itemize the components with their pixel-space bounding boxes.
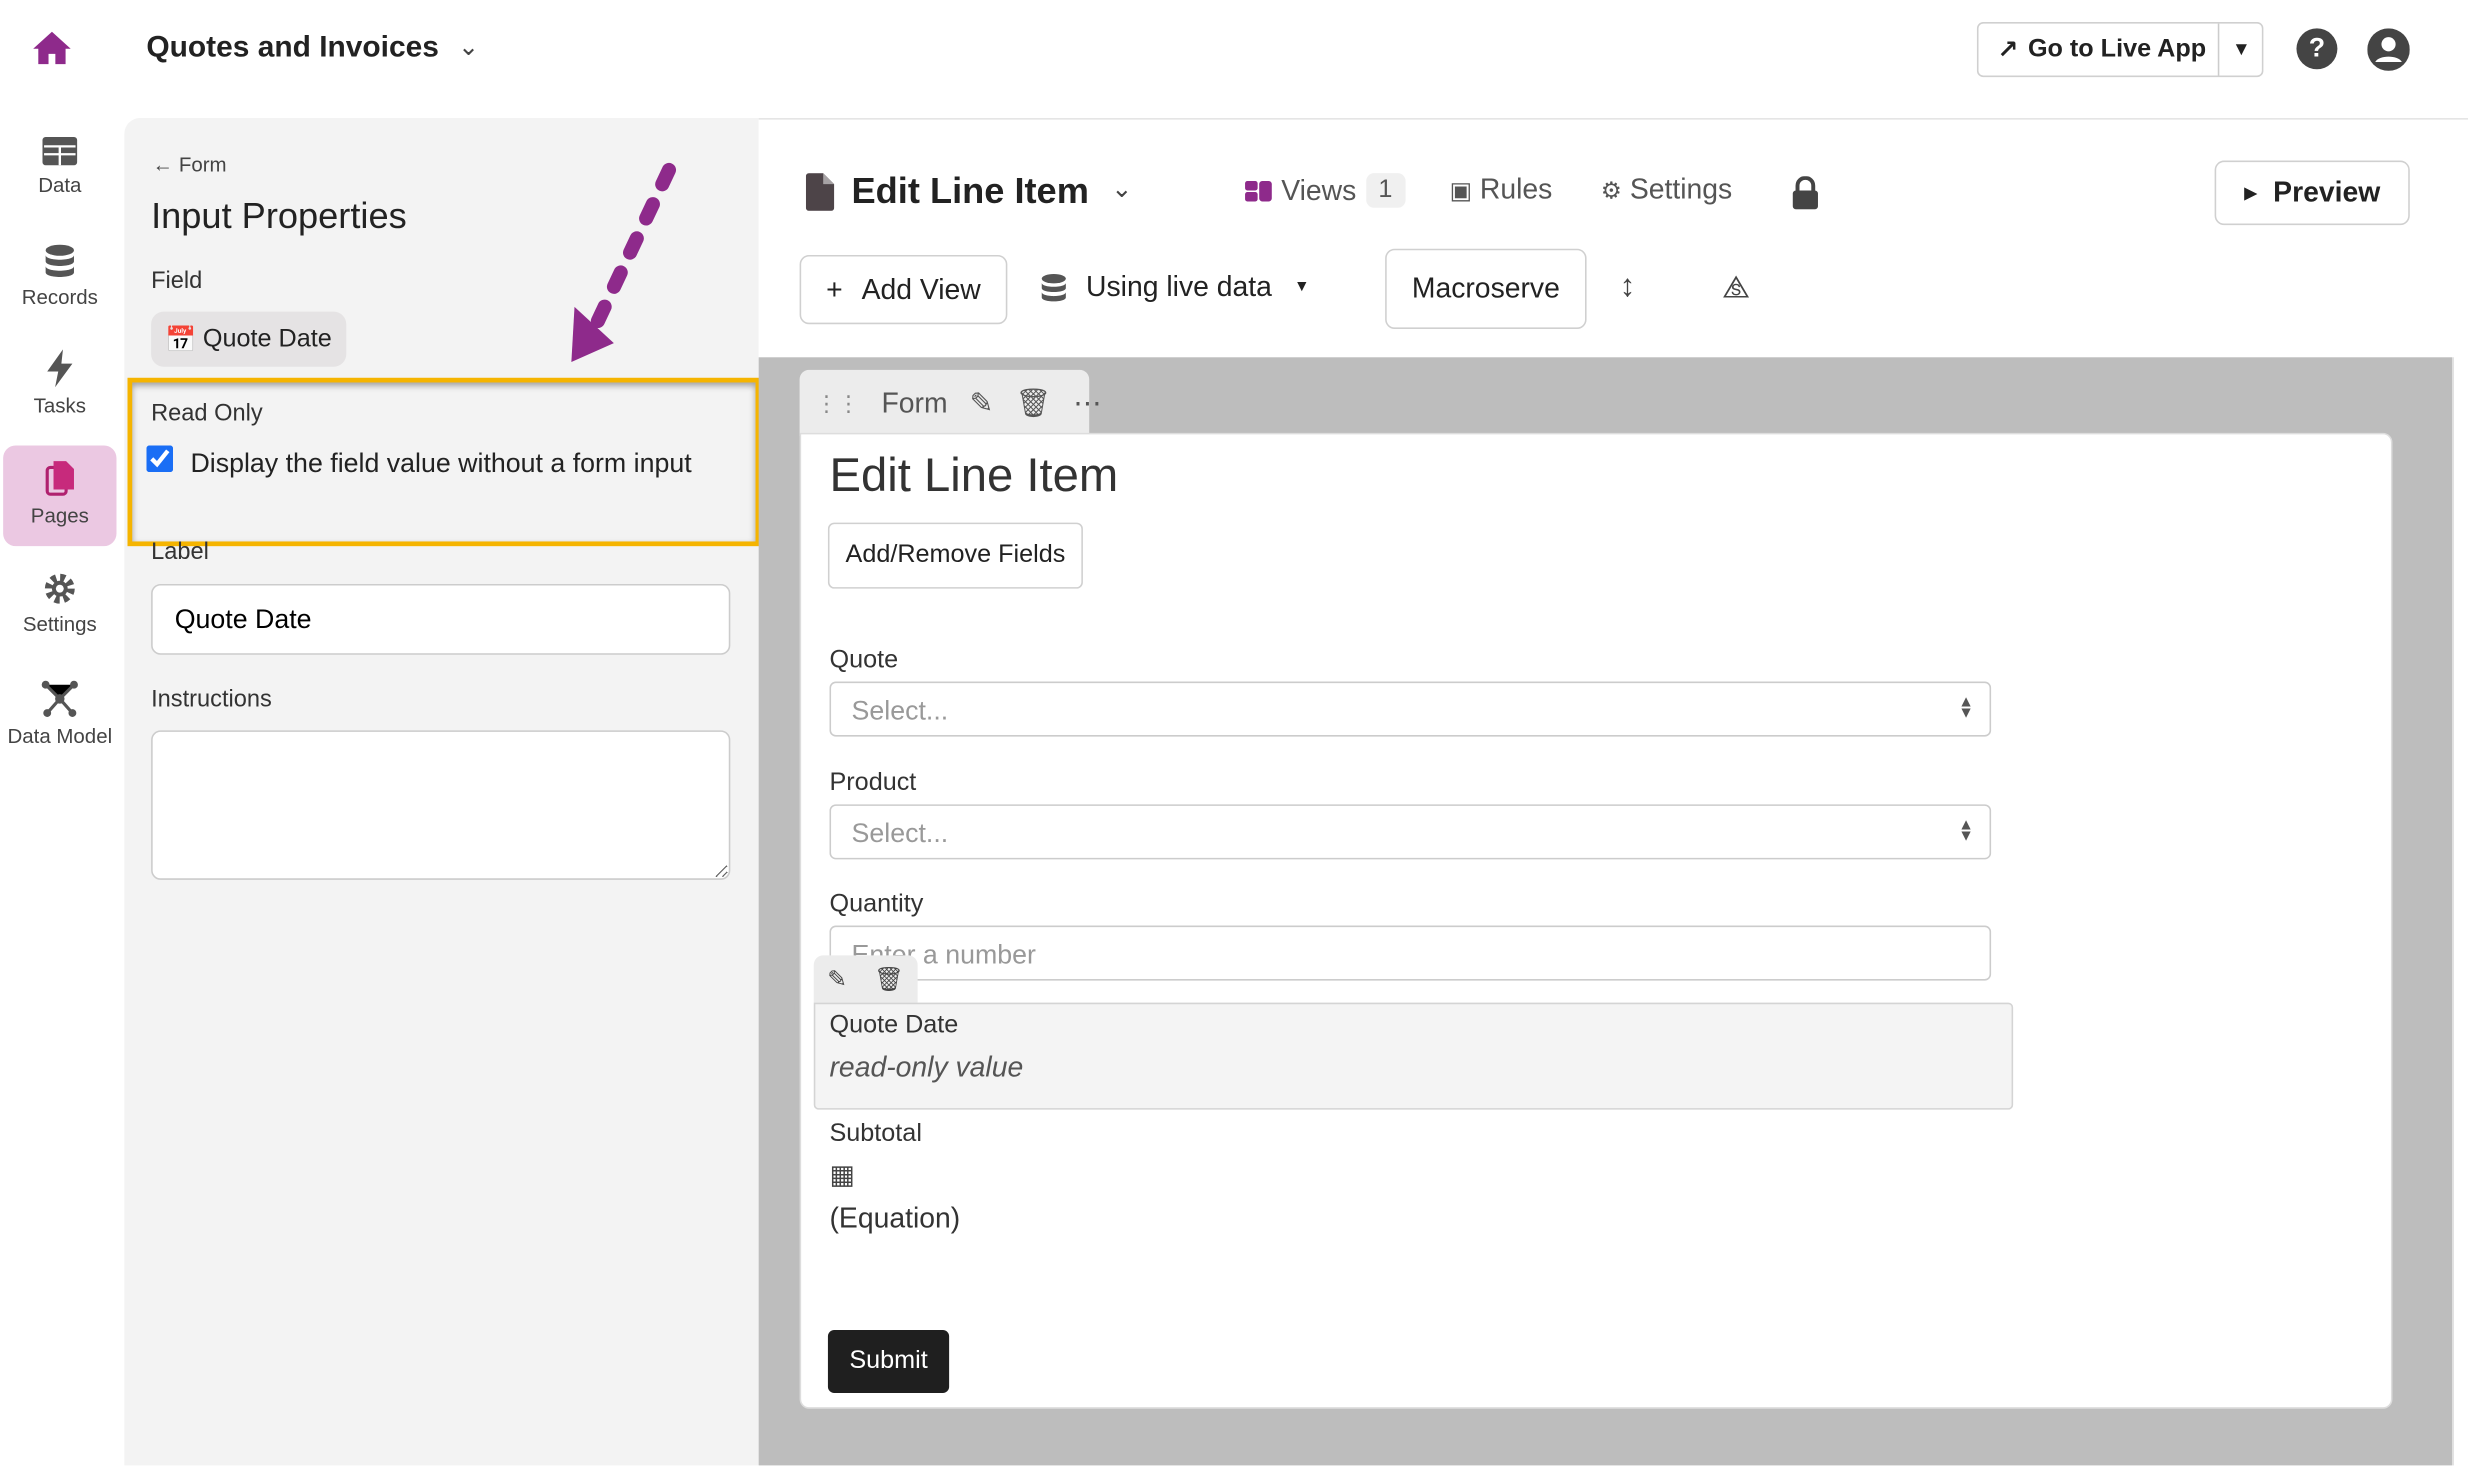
sidebar-item-pages[interactable]: Pages <box>3 445 117 547</box>
instructions-label: Instructions <box>151 686 272 714</box>
plus-icon: + <box>826 273 843 305</box>
calculator-icon: ▦ <box>829 1160 855 1190</box>
form-title: Edit Line Item <box>829 450 1119 503</box>
tag-slash-icon[interactable]: ⧌ <box>1721 270 1751 306</box>
caret-down-icon[interactable]: ▼ <box>2217 23 2264 76</box>
pencil-icon[interactable]: ✎ <box>827 966 848 994</box>
views-icon <box>1245 181 1272 202</box>
drag-handle-icon[interactable]: ⋮⋮ <box>815 389 860 415</box>
quote-date-label: Quote Date <box>829 1012 959 1039</box>
sidebar-item-data-model[interactable]: Data Model <box>3 680 116 748</box>
gear-icon: ⚙ <box>1600 177 1622 205</box>
page-chevron-down-icon[interactable]: ⌄ <box>1111 176 1133 204</box>
label-field-label: Label <box>151 538 209 566</box>
label-input[interactable] <box>151 583 731 655</box>
preview-button[interactable]: ▶ Preview <box>2214 160 2410 226</box>
form-view-tab[interactable]: ⋮⋮ Form ✎ 🗑 ⋯ <box>799 369 1102 436</box>
sort-arrows-icon: ▲ ▼ <box>1958 816 1974 846</box>
quote-select[interactable]: Select... ▲ ▼ <box>829 681 1992 737</box>
add-view-button[interactable]: + Add View <box>799 254 1008 325</box>
external-link-icon: ↗ <box>1997 36 2019 64</box>
sidebar-item-data[interactable]: Data <box>3 135 116 197</box>
gear-icon <box>44 573 75 604</box>
settings-tab[interactable]: ⚙ Settings <box>1600 173 1733 205</box>
rules-tab[interactable]: ▣ Rules <box>1449 173 1553 205</box>
quote-date-field[interactable] <box>813 1002 2014 1110</box>
submit-button[interactable]: Submit <box>827 1330 950 1393</box>
scrollbar[interactable] <box>2452 357 2468 1466</box>
views-tab[interactable]: Views 1 <box>1245 173 1405 208</box>
page-icon <box>805 173 835 211</box>
calendar-clock-icon: 📅 <box>165 326 197 354</box>
play-icon: ▶ <box>2244 184 2258 204</box>
chevron-down-icon[interactable]: ⌄ <box>458 34 480 62</box>
views-count-badge: 1 <box>1365 173 1405 208</box>
read-only-checkbox[interactable] <box>146 445 174 473</box>
annotation-arrow <box>571 162 677 363</box>
vertical-spacing-icon[interactable]: ↕ <box>1619 269 1636 304</box>
quote-date-value: read-only value <box>829 1051 1024 1083</box>
sidebar-item-tasks[interactable]: Tasks <box>3 349 116 417</box>
data-source-dropdown[interactable]: Using live data ▼ <box>1040 271 1310 304</box>
read-only-checkbox-label[interactable]: Display the field value without a form i… <box>190 448 692 479</box>
sidebar-item-settings[interactable]: Settings <box>3 571 116 636</box>
database-icon <box>45 244 74 278</box>
field-actions: ✎ 🗑 <box>813 955 918 1003</box>
home-icon[interactable] <box>31 28 72 69</box>
trash-icon[interactable]: 🗑 <box>1015 386 1052 418</box>
read-only-highlight <box>127 377 761 547</box>
pages-icon <box>45 461 74 496</box>
instructions-textarea[interactable] <box>151 730 731 880</box>
panel-title: Input Properties <box>151 195 407 237</box>
more-icon[interactable]: ⋯ <box>1073 386 1102 418</box>
trash-icon[interactable]: 🗑 <box>874 966 905 994</box>
theme-button[interactable]: Macroserve <box>1385 248 1587 329</box>
quantity-input[interactable]: Enter a number <box>829 925 1992 981</box>
quantity-label: Quantity <box>829 890 924 918</box>
go-to-live-app-button[interactable]: ↗ Go to Live App ▼ <box>1976 22 2264 78</box>
app-title[interactable]: Quotes and Invoices <box>146 31 439 65</box>
sidebar-item-records[interactable]: Records <box>3 244 116 309</box>
subtotal-label: Subtotal <box>829 1120 922 1148</box>
sort-arrows-icon: ▲ ▼ <box>1958 694 1974 723</box>
pencil-icon[interactable]: ✎ <box>969 386 994 418</box>
product-label: Product <box>829 769 917 797</box>
product-select[interactable]: Select... ▲ ▼ <box>829 804 1992 860</box>
form-view <box>799 432 2393 1409</box>
caret-down-icon: ▼ <box>1293 278 1310 296</box>
database-icon <box>1041 273 1066 301</box>
subtotal-value: (Equation) <box>829 1202 961 1235</box>
data-model-icon <box>41 680 78 717</box>
lightning-icon <box>47 349 73 388</box>
help-icon[interactable]: ? <box>2296 28 2338 70</box>
back-to-form-link[interactable]: ← Form <box>152 152 227 177</box>
page-title[interactable]: Edit Line Item <box>851 169 1089 211</box>
arrow-left-icon: ← <box>152 152 174 177</box>
field-label: Field <box>151 267 203 295</box>
editor-header <box>758 118 2468 359</box>
field-chip[interactable]: 📅 Quote Date <box>151 311 346 367</box>
user-avatar-icon[interactable] <box>2367 28 2410 71</box>
chip-icon: ▣ <box>1449 177 1472 205</box>
add-remove-fields-button[interactable]: Add/Remove Fields <box>827 522 1083 589</box>
table-icon <box>42 136 78 166</box>
read-only-label: Read Only <box>151 399 263 427</box>
quote-label: Quote <box>829 646 899 674</box>
lock-icon[interactable] <box>1791 176 1819 210</box>
